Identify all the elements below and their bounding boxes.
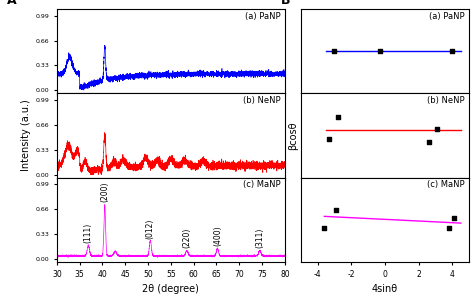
Point xyxy=(334,114,342,119)
Text: (012): (012) xyxy=(146,218,155,238)
Point xyxy=(425,140,433,144)
Y-axis label: Intensity (a.u.): Intensity (a.u.) xyxy=(21,100,31,171)
Text: (111): (111) xyxy=(84,223,93,243)
Text: (c) MaNP: (c) MaNP xyxy=(243,180,280,189)
Point xyxy=(445,226,453,231)
Point xyxy=(332,207,340,212)
Text: (a) PaNP: (a) PaNP xyxy=(245,11,280,20)
Point xyxy=(450,216,458,220)
Y-axis label: βcosθ: βcosθ xyxy=(288,121,298,150)
Point xyxy=(376,49,384,54)
Point xyxy=(326,136,333,141)
Text: (b) NeNP: (b) NeNP xyxy=(243,96,280,105)
Text: (200): (200) xyxy=(100,182,109,202)
X-axis label: 4sinθ: 4sinθ xyxy=(372,284,398,294)
Text: (a) PaNP: (a) PaNP xyxy=(428,11,464,20)
Text: (311): (311) xyxy=(255,228,264,248)
X-axis label: 2θ (degree): 2θ (degree) xyxy=(143,284,199,294)
Text: (b) NeNP: (b) NeNP xyxy=(427,96,464,105)
Text: B: B xyxy=(281,0,290,7)
Text: (220): (220) xyxy=(182,228,191,248)
Point xyxy=(448,49,456,54)
Point xyxy=(433,126,441,131)
Text: A: A xyxy=(7,0,16,7)
Text: (c) MaNP: (c) MaNP xyxy=(427,180,464,189)
Point xyxy=(320,226,328,231)
Text: (400): (400) xyxy=(213,225,222,246)
Point xyxy=(331,49,338,54)
